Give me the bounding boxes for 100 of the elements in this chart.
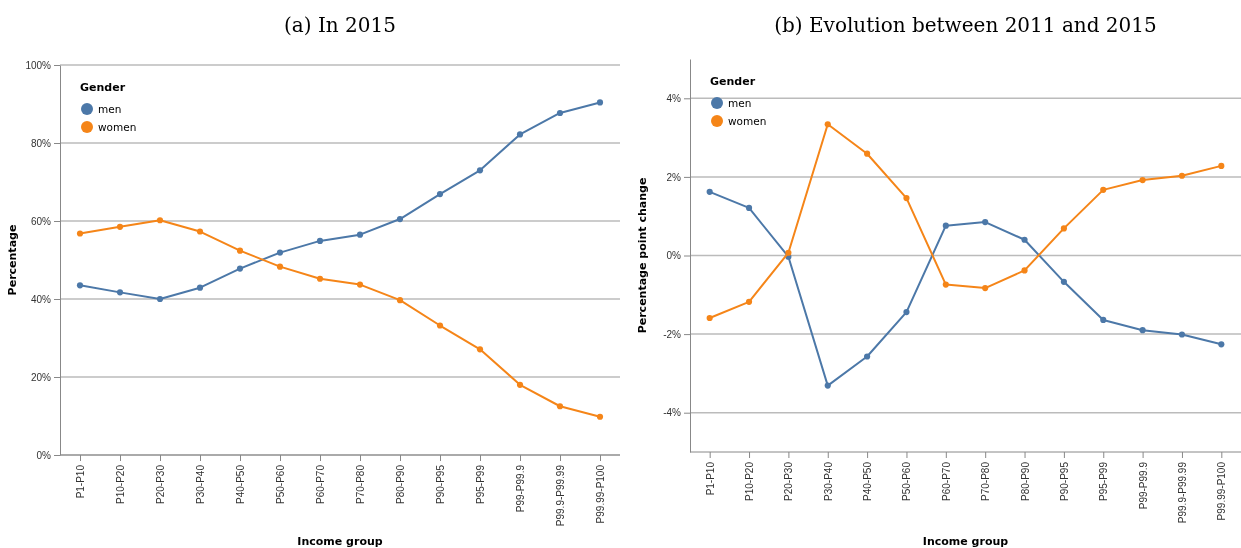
point [236, 265, 244, 272]
point [276, 263, 284, 270]
point [824, 121, 831, 128]
legend-label: women [728, 115, 767, 127]
point [903, 309, 910, 316]
x-tick-label: P80-P90 [1019, 461, 1031, 501]
point [156, 217, 164, 224]
point [196, 284, 204, 291]
point [476, 167, 484, 174]
legend-label: men [728, 97, 752, 109]
point [476, 346, 484, 353]
point [356, 281, 364, 288]
x-tick-label: P70-P80 [980, 461, 992, 501]
point [706, 314, 713, 322]
y-tick-label: 2% [666, 171, 682, 183]
point [706, 188, 713, 195]
x-tick-label: P99.99-P100 [1216, 461, 1228, 521]
y-tick-label: 100% [25, 59, 52, 71]
legend-label: women [98, 121, 137, 133]
point [436, 322, 444, 329]
x-tick-label: P90-P95 [1058, 461, 1070, 501]
point [864, 353, 871, 360]
point [396, 215, 404, 223]
x-tick-label: P99.99-P100 [595, 464, 606, 524]
point [196, 228, 204, 235]
legend-label: men [98, 103, 122, 115]
point [396, 297, 404, 304]
x-tick-label: P95-P99 [1098, 461, 1110, 501]
point [516, 381, 524, 388]
chart-title: (b) Evolution between 2011 and 2015 [774, 13, 1157, 37]
x-tick-label: P60-P70 [315, 464, 326, 504]
point [785, 249, 792, 256]
point [942, 281, 949, 288]
y-tick-label: 4% [666, 93, 682, 104]
point [745, 204, 753, 212]
x-tick-label: P50-P60 [275, 464, 286, 504]
point [116, 223, 124, 230]
x-tick-label: P10-P20 [115, 464, 126, 504]
point [556, 403, 564, 410]
x-tick-label: P60-P70 [940, 461, 952, 501]
point [76, 230, 84, 237]
x-axis-title: Income group [297, 535, 383, 548]
x-tick-label: P10-P20 [744, 461, 756, 501]
x-tick-label: P30-P40 [822, 461, 834, 501]
y-axis-title: Percentage point change [636, 177, 649, 334]
point [824, 382, 831, 389]
x-tick-label: P50-P60 [901, 461, 913, 501]
legend-title: Gender [80, 81, 126, 94]
x-tick-label: P70-P80 [355, 464, 366, 504]
x-tick-label: P1-P10 [75, 464, 86, 499]
legend-title: Gender [710, 75, 756, 88]
point [1060, 225, 1067, 232]
point [1139, 176, 1146, 184]
point [76, 282, 84, 289]
x-axis-title: Income group [922, 535, 1009, 548]
y-tick-label: 20% [30, 371, 52, 383]
point [982, 219, 989, 226]
y-tick-label: 0% [666, 250, 682, 262]
point [864, 150, 871, 157]
point [942, 222, 949, 229]
x-tick-label: P95-P99 [475, 464, 486, 504]
point [1139, 327, 1146, 334]
point [1100, 316, 1107, 324]
point [1178, 331, 1186, 338]
y-tick-label: 0% [36, 449, 52, 461]
point [1218, 162, 1225, 169]
x-tick-label: P20-P30 [155, 464, 166, 504]
point [903, 195, 910, 202]
point [1021, 267, 1028, 274]
point [596, 413, 604, 420]
point [1178, 172, 1186, 179]
y-tick-label: 80% [30, 137, 52, 149]
point [1218, 341, 1225, 348]
point [436, 191, 444, 198]
chart-title: (a) In 2015 [284, 13, 396, 37]
point [276, 249, 284, 256]
point [316, 237, 324, 244]
point [1100, 186, 1107, 193]
point [982, 285, 989, 292]
point [356, 231, 364, 238]
point [316, 275, 324, 282]
y-tick-label: -4% [663, 407, 682, 419]
x-tick-label: P99-P99.9 [515, 464, 526, 513]
point [1021, 236, 1028, 243]
x-tick-label: P99-P99.9 [1137, 461, 1149, 510]
x-tick-label: P40-P50 [235, 464, 246, 504]
point [116, 289, 124, 296]
y-tick-label: -2% [663, 328, 682, 340]
y-axis-title: Percentage [6, 224, 19, 296]
x-tick-label: P99.9-P99.99 [1176, 461, 1188, 524]
x-tick-label: P20-P30 [783, 461, 795, 501]
x-tick-label: P80-P90 [395, 464, 406, 504]
x-tick-label: P30-P40 [195, 464, 206, 504]
point [156, 295, 164, 303]
point [1060, 278, 1067, 285]
y-tick-label: 40% [30, 293, 52, 305]
point [596, 99, 604, 106]
x-tick-label: P40-P50 [862, 461, 874, 501]
point [556, 109, 564, 117]
x-tick-label: P1-P10 [704, 461, 716, 496]
